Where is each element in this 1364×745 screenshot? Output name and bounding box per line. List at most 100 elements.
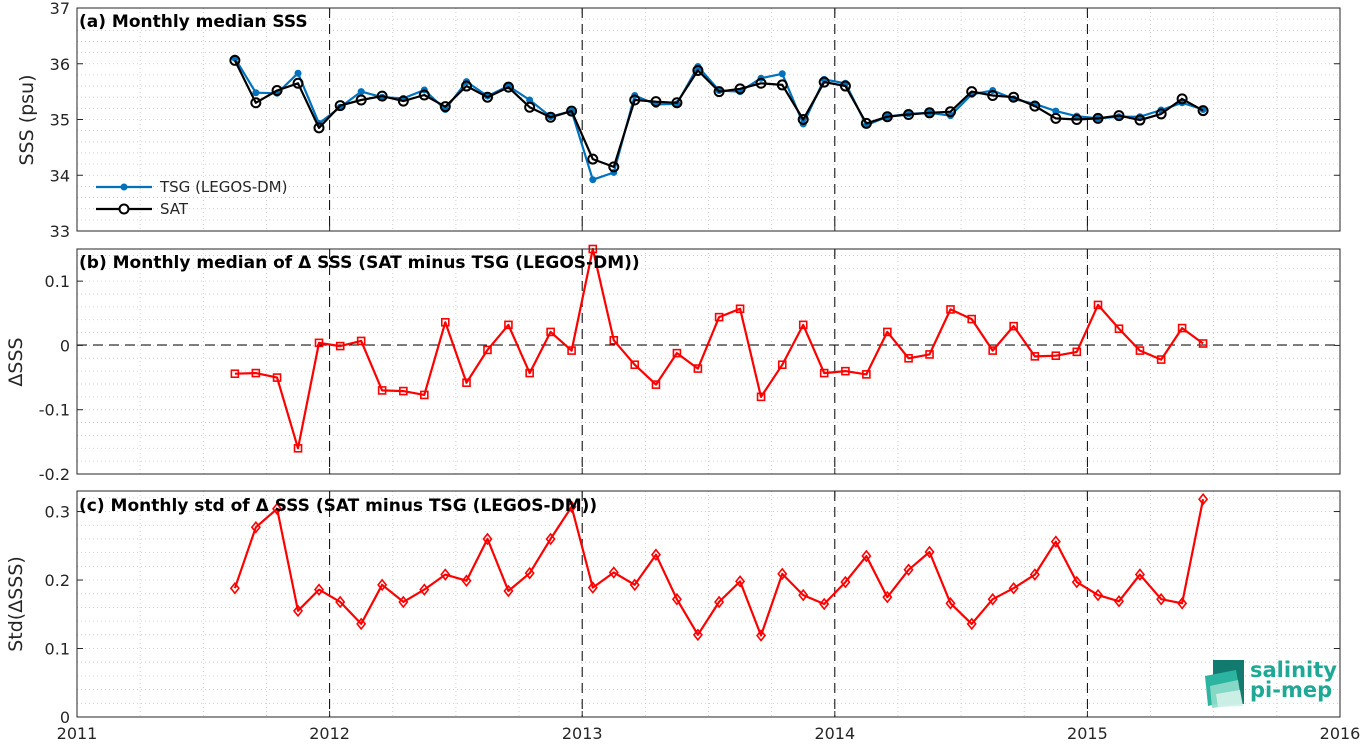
x-tick-label: 2011 — [57, 724, 98, 743]
data-point — [988, 346, 997, 355]
data-point — [271, 85, 283, 97]
panel-b: -0.2 -0.1 0 0.1 (b) Monthly median of Δ SSS… — [5, 244, 1341, 484]
data-point — [356, 617, 367, 631]
data-point — [713, 86, 725, 98]
data-point — [735, 304, 745, 314]
panel-c-dividers — [329, 491, 1088, 717]
data-point — [1177, 323, 1187, 333]
data-point — [356, 336, 366, 346]
data-point — [778, 70, 786, 78]
data-point — [589, 176, 597, 184]
data-point — [777, 567, 788, 581]
data-point — [293, 443, 303, 453]
logo-wave-icon — [1205, 660, 1244, 708]
y-tick-label: 37 — [50, 0, 70, 18]
data-point — [1009, 321, 1018, 331]
data-point — [377, 386, 387, 395]
panel-b-ylabel: ΔSSS — [5, 337, 27, 386]
data-point — [1072, 347, 1082, 357]
data-point — [482, 532, 493, 546]
y-tick-label: 35 — [50, 111, 70, 130]
data-point — [904, 353, 913, 363]
data-point — [671, 592, 682, 606]
data-point — [439, 101, 451, 113]
data-point — [967, 314, 977, 324]
data-point — [818, 76, 830, 88]
data-point — [397, 95, 409, 107]
x-tick-label: 2016 — [1320, 724, 1361, 743]
data-point — [526, 96, 534, 104]
data-point — [777, 360, 787, 370]
panel-b-dividers — [329, 249, 1088, 474]
data-point — [987, 90, 999, 102]
data-point — [250, 97, 262, 109]
y-tick-label: -0.2 — [39, 465, 70, 484]
data-point — [651, 380, 661, 389]
panel-a-ylabel: SSS (psu) — [16, 74, 38, 165]
data-point — [692, 628, 703, 642]
data-point — [714, 595, 725, 609]
data-point — [1176, 93, 1188, 105]
y-tick-label: 0.2 — [45, 571, 70, 590]
data-point — [440, 317, 450, 327]
data-point — [1092, 588, 1104, 602]
data-point — [546, 327, 555, 337]
data-point — [1155, 108, 1167, 120]
data-point — [1092, 112, 1104, 124]
data-point — [1198, 492, 1209, 506]
data-point — [1134, 114, 1146, 126]
panel-b-series — [230, 244, 1208, 453]
data-point — [650, 548, 661, 561]
panel-a-ticks: 33 34 35 36 37 — [50, 0, 1341, 241]
panel-c-ylabel: Std(ΔSSS) — [5, 556, 27, 652]
data-point — [294, 69, 302, 77]
data-point — [650, 96, 662, 108]
data-point — [945, 597, 956, 610]
data-point — [925, 350, 934, 359]
data-point — [714, 312, 724, 322]
data-point — [924, 545, 935, 559]
data-point — [1008, 91, 1020, 103]
data-point — [567, 346, 576, 355]
data-point — [692, 64, 704, 76]
data-point — [545, 111, 557, 123]
data-point — [292, 77, 304, 89]
data-point — [1051, 351, 1061, 361]
data-point — [587, 581, 598, 594]
data-point — [251, 368, 261, 378]
panel-c: 0 0.1 0.2 0.3 2011 2012 2013 2014 2015 2016 (c) M… — [5, 490, 1361, 743]
data-point — [398, 595, 409, 609]
data-point — [629, 94, 641, 106]
data-point — [503, 584, 514, 598]
data-point — [1071, 575, 1082, 589]
data-point — [1198, 339, 1208, 348]
data-point — [987, 592, 998, 606]
data-point — [1030, 352, 1040, 361]
data-point — [272, 502, 283, 516]
data-point — [924, 107, 936, 119]
data-point — [587, 153, 599, 165]
data-point — [734, 83, 746, 95]
data-point — [841, 366, 850, 376]
data-point — [608, 566, 619, 579]
legend: TSG (LEGOS-DM) SAT — [96, 178, 287, 218]
data-point — [862, 370, 871, 379]
data-point — [420, 390, 429, 400]
logo-text-pimep: pi-mep — [1250, 678, 1332, 702]
y-tick-label: 0.3 — [45, 503, 70, 522]
data-point — [1093, 300, 1103, 310]
panel-b-title: (b) Monthly median of Δ SSS (SAT minus T… — [79, 253, 640, 273]
data-point — [566, 105, 578, 117]
data-point — [944, 106, 956, 118]
data-point — [357, 88, 365, 96]
data-point — [798, 320, 808, 330]
data-point — [502, 81, 514, 93]
data-point — [629, 578, 640, 592]
data-point — [293, 604, 304, 618]
panel-a-title: (a) Monthly median SSS — [79, 12, 308, 32]
data-point — [483, 345, 492, 355]
legend-label-tsg: TSG (LEGOS-DM) — [159, 178, 287, 196]
y-tick-label: 0 — [60, 708, 70, 727]
data-point — [798, 588, 809, 602]
data-point — [229, 581, 240, 595]
